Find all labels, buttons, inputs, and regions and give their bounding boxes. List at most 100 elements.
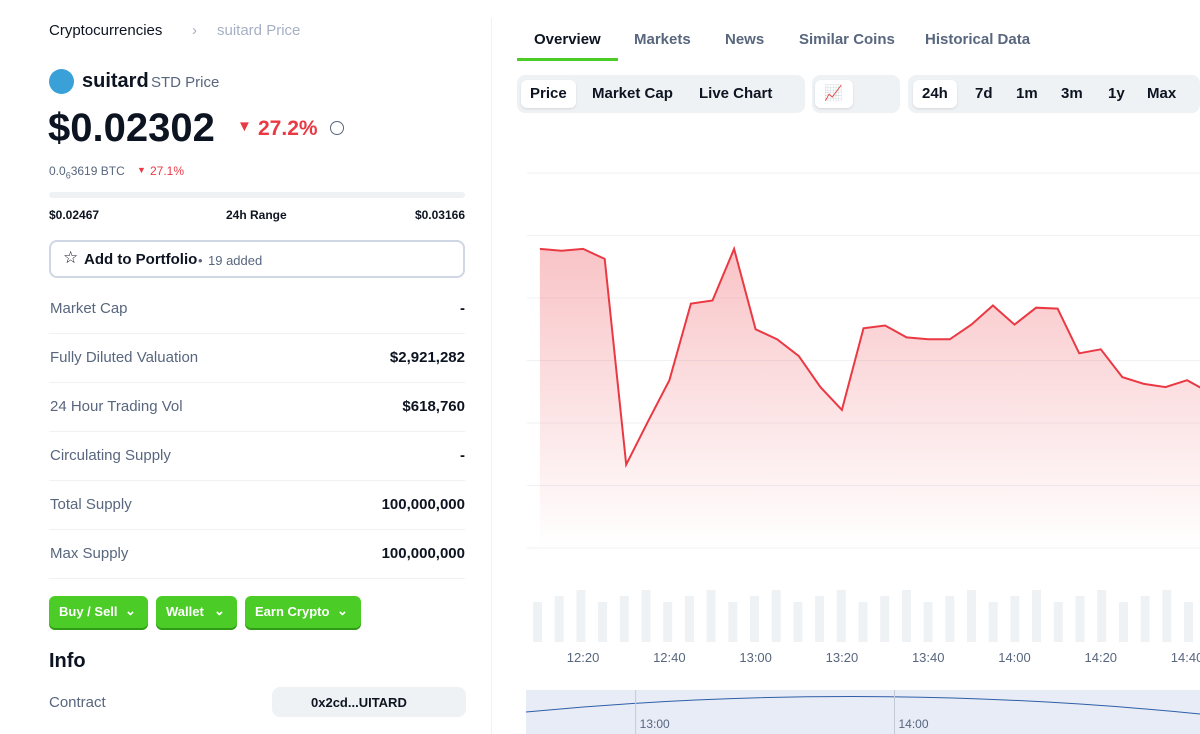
- stat-value: 100,000,000: [381, 496, 465, 513]
- range-low: $0.02467: [49, 208, 100, 222]
- stat-row: 24 Hour Trading Vol $618,760: [49, 382, 465, 432]
- area-fill: [539, 248, 1200, 548]
- volume-bar: [706, 590, 716, 642]
- tab[interactable]: Overview: [534, 31, 601, 48]
- volume-bar: [1162, 590, 1172, 642]
- star-icon: ☆: [63, 248, 79, 267]
- volume-bar: [771, 590, 781, 642]
- range-bar: [49, 192, 465, 198]
- navigator-label: 14:00: [898, 717, 928, 731]
- period[interactable]: 7d: [975, 85, 993, 102]
- x-tick-label: 12:40: [653, 650, 686, 665]
- volume-bar: [945, 596, 955, 642]
- volume-bar: [793, 602, 803, 642]
- coin-icon: [49, 69, 74, 94]
- range-high: $0.03166: [414, 208, 465, 222]
- volume-bar: [1053, 602, 1063, 642]
- volume-bar: [988, 602, 998, 642]
- divider: [491, 18, 492, 734]
- volume-bar: [684, 596, 694, 642]
- volume-bar: [923, 602, 933, 642]
- x-tick-label: 13:40: [912, 650, 945, 665]
- tab[interactable]: Markets: [634, 31, 691, 48]
- wallet-button[interactable]: Wallet ⌄: [156, 596, 237, 628]
- stat-value: -: [460, 300, 465, 317]
- contract-chip[interactable]: 0x2cd...UITARD: [272, 687, 466, 717]
- tab[interactable]: News: [725, 31, 765, 48]
- chart-toggle[interactable]: Price: [521, 80, 576, 108]
- period[interactable]: 24h: [913, 80, 957, 108]
- volume-bar: [880, 596, 890, 642]
- breadcrumb-current: suitard Price: [217, 22, 301, 39]
- stat-row: Market Cap -: [49, 284, 465, 334]
- line-style[interactable]: 📈: [815, 80, 853, 108]
- volume-bar: [554, 596, 564, 642]
- navigator-label: 13:00: [640, 717, 670, 731]
- chart-toggle[interactable]: Live Chart: [699, 85, 773, 102]
- stat-value: 100,000,000: [381, 545, 465, 562]
- period[interactable]: 3m: [1061, 85, 1083, 102]
- x-tick-label: 13:00: [739, 650, 772, 665]
- volume-bar: [1184, 602, 1193, 642]
- portfolio-dot: •: [198, 253, 203, 268]
- btc-change: 27.1%: [150, 164, 185, 178]
- x-tick-label: 12:20: [567, 650, 600, 665]
- volume-bar: [641, 590, 651, 642]
- period[interactable]: 1m: [1016, 85, 1038, 102]
- earn-button[interactable]: Earn Crypto ⌄: [245, 596, 361, 628]
- volume-bar: [901, 590, 911, 642]
- breadcrumb-link[interactable]: Cryptocurrencies: [49, 22, 163, 39]
- stat-label: Circulating Supply: [50, 447, 171, 464]
- btc-price: 0.063619 BTC: [49, 164, 125, 180]
- coin-name: suitard: [82, 70, 149, 92]
- chevron: ⌄: [337, 603, 348, 618]
- portfolio-added: 19 added: [208, 253, 263, 268]
- coin-symbol: STD Price: [151, 74, 220, 91]
- navigator[interactable]: [526, 690, 1200, 734]
- volume-bar: [1032, 590, 1042, 642]
- stat-label: 24 Hour Trading Vol: [50, 398, 183, 415]
- portfolio-button[interactable]: ☆ Add to Portfolio • 19 added: [49, 240, 465, 278]
- btc-prefix: 0.0: [49, 164, 66, 178]
- volume-bar: [1097, 590, 1107, 642]
- range-label: 24h Range: [226, 208, 287, 222]
- volume-bar: [836, 590, 846, 642]
- tab[interactable]: Historical Data: [925, 31, 1031, 48]
- price-change: 27.2%: [258, 117, 318, 140]
- stat-label: Market Cap: [50, 300, 128, 317]
- portfolio-label: Add to Portfolio: [84, 251, 198, 268]
- volume-bar: [663, 602, 673, 642]
- contract-address: 0x2cd...UITARD: [311, 695, 407, 710]
- price-line: [539, 245, 1200, 469]
- stat-value: $2,921,282: [389, 349, 465, 366]
- down-arrow: ▼: [237, 118, 252, 135]
- btc-rest: 3619 BTC: [70, 164, 125, 178]
- stat-row: Max Supply 100,000,000: [49, 529, 465, 579]
- btc-sub: 6: [65, 170, 71, 181]
- tab-underline: [517, 58, 618, 61]
- chart-toggle[interactable]: Market Cap: [592, 85, 673, 102]
- stat-label: Total Supply: [50, 496, 132, 513]
- volume-bar: [576, 590, 586, 642]
- period[interactable]: Max: [1147, 85, 1177, 102]
- volume-bar: [858, 602, 868, 642]
- stat-value: -: [460, 447, 465, 464]
- volume-bar: [750, 596, 759, 642]
- button-label: Buy / Sell: [59, 604, 118, 619]
- volume-bar: [1075, 596, 1085, 642]
- period[interactable]: 1y: [1108, 85, 1125, 102]
- x-tick-label: 14:40: [1171, 650, 1200, 665]
- volume-bar: [1140, 596, 1150, 642]
- tab[interactable]: Similar Coins: [799, 31, 895, 48]
- down-arrow: ▼: [137, 165, 146, 175]
- info-icon[interactable]: [330, 121, 344, 135]
- buy-sell-button[interactable]: Buy / Sell ⌄: [49, 596, 148, 628]
- stat-row: Circulating Supply -: [49, 431, 465, 481]
- chevron: ⌄: [125, 603, 136, 618]
- x-tick-label: 14:00: [998, 650, 1031, 665]
- volume-bar: [815, 596, 825, 642]
- info-title: Info: [49, 650, 86, 672]
- volume-bar: [533, 602, 542, 642]
- volume-bar: [598, 602, 608, 642]
